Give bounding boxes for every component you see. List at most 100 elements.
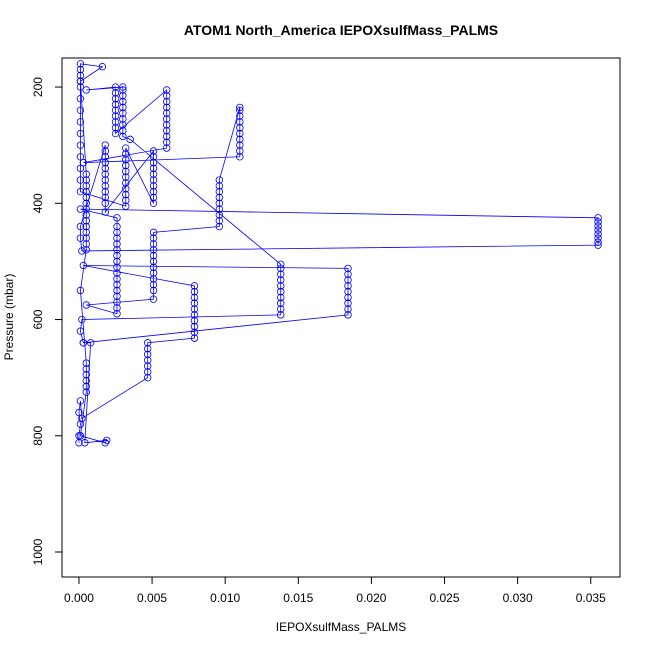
data-point: [215, 193, 224, 202]
data-point: [594, 214, 602, 222]
data-point: [143, 344, 152, 353]
data-point: [215, 222, 224, 231]
data-point: [143, 373, 152, 382]
data-point: [277, 287, 285, 296]
data-point: [113, 240, 121, 248]
data-point: [113, 304, 121, 312]
data-point: [149, 280, 158, 289]
data-point: [82, 382, 90, 391]
data-point: [162, 86, 171, 94]
data-point: [149, 246, 158, 254]
data-point: [594, 241, 602, 249]
data-point: [76, 118, 85, 126]
data-point: [76, 286, 85, 295]
data-point: [190, 287, 199, 296]
data-point: [82, 187, 90, 196]
data-point: [122, 150, 130, 158]
data-point: [236, 124, 244, 132]
data-point: [236, 103, 244, 112]
data-point: [190, 328, 199, 337]
data-point: [113, 298, 121, 306]
data-point: [236, 112, 244, 120]
data-point: [122, 185, 130, 193]
data-point: [82, 246, 90, 254]
data-point: [215, 182, 224, 190]
data-point: [82, 170, 90, 178]
data-point: [344, 293, 352, 302]
data-point: [101, 176, 109, 184]
data-point: [215, 217, 224, 225]
data-point: [162, 121, 171, 129]
data-point: [594, 226, 602, 234]
y-tick-label: 1000: [31, 538, 45, 565]
data-point: [119, 83, 127, 91]
data-point: [76, 222, 85, 231]
data-point: [594, 218, 602, 226]
data-point: [149, 182, 158, 190]
data-point: [101, 141, 109, 149]
y-axis-label: Pressure (mbar): [2, 274, 16, 361]
data-point: [82, 365, 90, 373]
x-axis-label: IEPOXsulfMass_PALMS: [276, 620, 407, 634]
data-point: [149, 199, 158, 207]
data-point: [149, 275, 158, 283]
data-point: [236, 135, 244, 144]
data-point: [143, 362, 152, 370]
data-point: [113, 234, 121, 242]
data-point: [119, 92, 127, 100]
data-point: [122, 173, 130, 181]
x-tick-label: 0.035: [576, 591, 606, 605]
data-point: [79, 261, 88, 270]
data-point: [76, 94, 85, 103]
data-point: [82, 388, 90, 396]
data-point: [76, 77, 85, 85]
data-point: [236, 147, 244, 155]
data-point: [101, 199, 109, 207]
data-point: [101, 147, 109, 155]
data-point: [82, 176, 90, 184]
data-point: [76, 420, 85, 428]
data-point: [111, 124, 120, 132]
data-point: [344, 311, 352, 319]
data-point: [162, 115, 171, 123]
data-point: [236, 153, 244, 161]
data-point: [277, 299, 285, 307]
data-point: [277, 282, 285, 290]
x-tick-label: 0.025: [430, 591, 460, 605]
x-tick-label: 0.020: [356, 591, 386, 605]
data-point: [113, 228, 121, 237]
data-point: [76, 141, 85, 149]
data-point: [119, 132, 127, 141]
data-point: [149, 153, 158, 161]
data-point: [113, 269, 121, 277]
data-point: [113, 214, 121, 222]
data-point: [113, 257, 121, 266]
data-point: [113, 286, 121, 295]
data-point: [76, 176, 85, 184]
data-point: [113, 246, 121, 254]
data-point: [122, 167, 130, 176]
data-point: [113, 275, 121, 283]
data-point: [215, 205, 224, 213]
data-point: [78, 414, 86, 423]
data-point: [76, 60, 85, 68]
data-point: [119, 126, 127, 135]
data-point: [113, 222, 121, 231]
data-point: [111, 112, 120, 120]
data-point: [86, 339, 95, 347]
data-point: [594, 230, 602, 238]
data-point: [82, 205, 90, 213]
data-point: [594, 238, 602, 246]
data-point: [113, 310, 121, 318]
data-point: [149, 228, 158, 237]
data-point: [98, 63, 107, 71]
data-point: [149, 263, 158, 271]
data-point: [75, 408, 83, 417]
data-point: [149, 240, 158, 248]
data-point: [143, 356, 152, 364]
data-point: [143, 368, 152, 376]
data-point: [344, 276, 352, 284]
data-point: [162, 126, 171, 135]
data-point: [277, 264, 285, 273]
data-point: [126, 135, 134, 144]
